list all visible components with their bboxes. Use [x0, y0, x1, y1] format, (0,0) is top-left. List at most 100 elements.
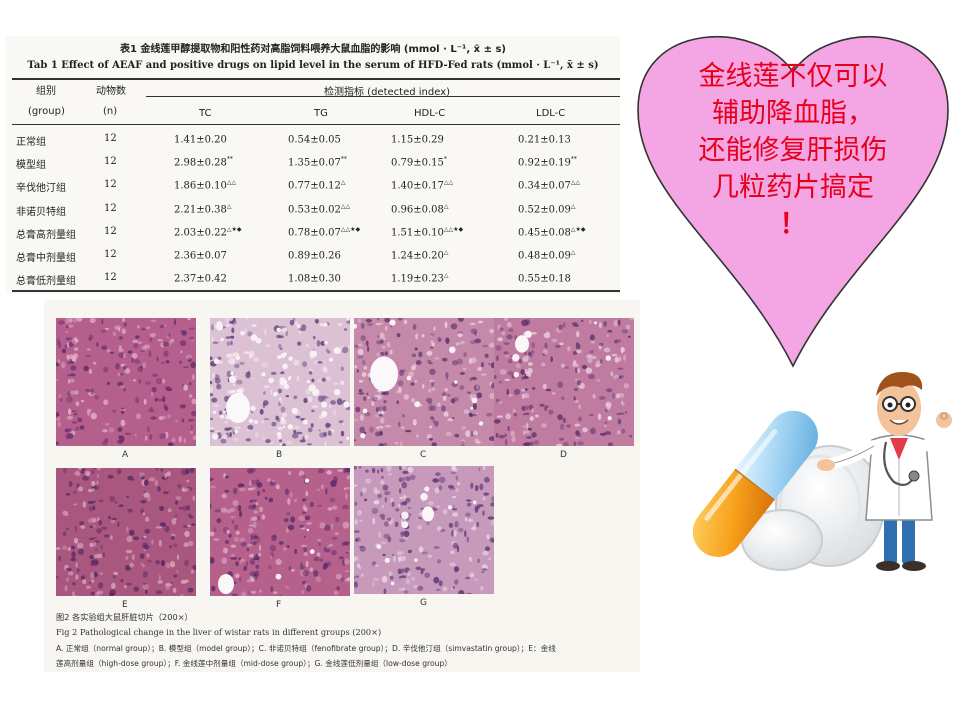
tc-cell-value: 2.03±0.22 — [174, 227, 227, 239]
header-n-cn: 动物数 — [96, 86, 126, 97]
ldl-cell-value: 0.92±0.19 — [518, 157, 571, 169]
table-row-7-tc-cell: 2.37±0.42 — [174, 272, 227, 285]
ldl-cell-value: 0.34±0.07 — [518, 180, 571, 192]
hdl-cell-significance: △ — [443, 249, 449, 256]
table-row-2-n-cell: 12 — [104, 156, 117, 167]
callout-line-5: ！ — [779, 209, 807, 240]
table-row-1-group-cell: 正常组 — [16, 133, 46, 148]
panel-label-F: F — [276, 600, 282, 610]
table-top-rule — [12, 78, 620, 80]
table-row-2-hdl-cell: 0.79±0.15* — [391, 156, 447, 168]
callout-line-1: 金线莲不仅可以 — [698, 61, 888, 92]
table-row-7-n-cell: 12 — [104, 272, 117, 283]
table-row-4-n-cell: 12 — [104, 203, 117, 214]
table-row-6-hdl-cell: 1.24±0.20△ — [391, 249, 449, 261]
table-row-1-ldl-cell: 0.21±0.13 — [518, 133, 571, 145]
liver-section-F — [210, 468, 350, 596]
header-group-en: (group) — [28, 106, 65, 117]
hdl-cell-value: 1.24±0.20 — [391, 250, 444, 262]
liver-section-A — [56, 318, 196, 446]
tc-cell-value: 2.21±0.38 — [174, 203, 227, 215]
ldl-cell-value: 0.21±0.13 — [518, 134, 571, 146]
header-group-cn: 组别 — [36, 86, 56, 97]
table-row-6-ldl-cell: 0.48±0.09△ — [518, 249, 576, 261]
liver-section-E — [56, 468, 196, 596]
table-row-3-ldl-cell: 0.34±0.07△△ — [518, 179, 580, 191]
header-tg: TG — [314, 108, 328, 119]
header-ldl: LDL-C — [536, 108, 566, 119]
group-cell-value: 正常组 — [16, 137, 46, 148]
heart-callout: 金线莲不仅可以 辅助降血脂， 还能修复肝损伤 几粒药片搞定 ！ — [628, 26, 960, 372]
table-row-4-tg-cell: 0.53±0.02△△ — [288, 203, 350, 215]
table-row-4-hdl-cell: 0.96±0.08△ — [391, 203, 449, 215]
panel-label-G: G — [420, 598, 427, 608]
ldl-cell-value: 0.52±0.09 — [518, 203, 571, 215]
tg-cell-value: 1.35±0.07 — [288, 157, 341, 169]
table-row-1-hdl-cell: 1.15±0.29 — [391, 133, 444, 145]
tg-cell-significance: △ — [340, 179, 346, 187]
table-row-1-tg-cell: 0.54±0.05 — [288, 133, 341, 145]
table-row-5-tc-cell: 2.03±0.22△★◆ — [174, 226, 242, 238]
tc-cell-significance: ** — [226, 156, 233, 164]
table-row-4-group-cell: 非诺贝特组 — [16, 203, 66, 218]
liver-section-D — [494, 318, 634, 446]
table-row-3-group-cell: 辛伐他汀组 — [16, 179, 66, 194]
table-row-5-ldl-cell: 0.45±0.08△★◆ — [518, 226, 586, 238]
table-caption-cn: 表1 金线莲甲醇提取物和阳性药对高脂饲料喂养大鼠血脂的影响 (mmol · L⁻… — [119, 44, 506, 55]
figure-legend-line1: A. 正常组（normal group）；B. 模型组（model group）… — [56, 644, 556, 653]
table-row-6-tc-cell: 2.36±0.07 — [174, 249, 227, 261]
table-row-6-tg-cell: 0.89±0.26 — [288, 249, 341, 261]
header-tc: TC — [199, 108, 212, 119]
table-row-3-tc-cell: 1.86±0.10△△ — [174, 179, 236, 191]
ldl-cell-significance: △ — [570, 202, 576, 210]
heart-shape-icon — [637, 36, 949, 368]
tc-cell-value: 2.37±0.42 — [174, 273, 227, 285]
n-cell-value: 12 — [104, 202, 117, 214]
table-header-rule — [12, 124, 620, 125]
table-row-2-tc-cell: 2.98±0.28** — [174, 156, 233, 168]
header-n-en: (n) — [103, 106, 118, 117]
ldl-cell-significance: △ — [570, 249, 576, 256]
tg-cell-value: 0.77±0.12 — [288, 180, 341, 192]
table-row-4-ldl-cell: 0.52±0.09△ — [518, 203, 576, 215]
tc-cell-value: 1.41±0.20 — [174, 134, 227, 146]
tg-cell-value: 0.78±0.07 — [288, 227, 341, 239]
table-row-4-tc-cell: 2.21±0.38△ — [174, 203, 232, 215]
hdl-cell-value: 1.19±0.23 — [391, 273, 444, 285]
table-row-3-n-cell: 12 — [104, 179, 117, 190]
panel-label-A: A — [122, 450, 129, 460]
n-cell-value: 12 — [104, 249, 117, 260]
group-cell-value: 总膏高剂量组 — [16, 229, 76, 241]
table-row-5-tg-cell: 0.78±0.07△△★◆ — [288, 226, 360, 238]
tc-cell-significance: △★◆ — [226, 225, 242, 233]
liver-section-C — [354, 318, 494, 446]
liver-section-G — [354, 466, 494, 594]
tg-cell-significance: ** — [340, 156, 347, 164]
tg-cell-value: 0.89±0.26 — [288, 250, 341, 262]
panel-label-C: C — [420, 450, 427, 460]
table-row-7-ldl-cell: 0.55±0.18 — [518, 272, 571, 285]
liver-section-figure: A B C D E F G 图2 各实验组大鼠肝脏切片（200×） Fig 2 Pathol… — [44, 300, 640, 672]
tg-cell-value: 1.08±0.30 — [288, 273, 341, 285]
table-row-3-tg-cell: 0.77±0.12△ — [288, 179, 346, 191]
ldl-cell-value: 0.55±0.18 — [518, 273, 571, 285]
table-index-rule — [146, 96, 620, 97]
table-row-2-group-cell: 模型组 — [16, 156, 46, 171]
table-row-1-n-cell: 12 — [104, 133, 117, 144]
liver-section-B — [210, 318, 350, 446]
table-row-7-group-cell: 总膏低剂量组 — [16, 272, 76, 287]
hdl-cell-significance: △△★◆ — [443, 225, 464, 233]
hdl-cell-significance: △ — [443, 272, 449, 280]
callout-line-2: 辅助降血脂， — [712, 98, 874, 129]
callout-text: 金线莲不仅可以 辅助降血脂， 还能修复肝损伤 几粒药片搞定 ！ — [658, 58, 928, 243]
hdl-cell-value: 1.40±0.17 — [391, 180, 444, 192]
table-row-6-group-cell: 总膏中剂量组 — [16, 249, 76, 264]
header-detected-index: 检测指标 (detected index) — [324, 87, 451, 98]
tc-cell-value: 2.98±0.28 — [174, 157, 227, 169]
figure-caption-en: Fig 2 Pathological change in the liver o… — [56, 627, 382, 637]
tg-cell-significance: △△★◆ — [340, 225, 361, 233]
table-row-5-group-cell: 总膏高剂量组 — [16, 226, 76, 241]
lipid-table-image: 表1 金线莲甲醇提取物和阳性药对高脂饲料喂养大鼠血脂的影响 (mmol · L⁻… — [6, 36, 620, 294]
table-caption-en: Tab 1 Effect of AEAF and positive drugs … — [27, 60, 599, 71]
ldl-cell-value: 0.48±0.09 — [518, 250, 571, 262]
